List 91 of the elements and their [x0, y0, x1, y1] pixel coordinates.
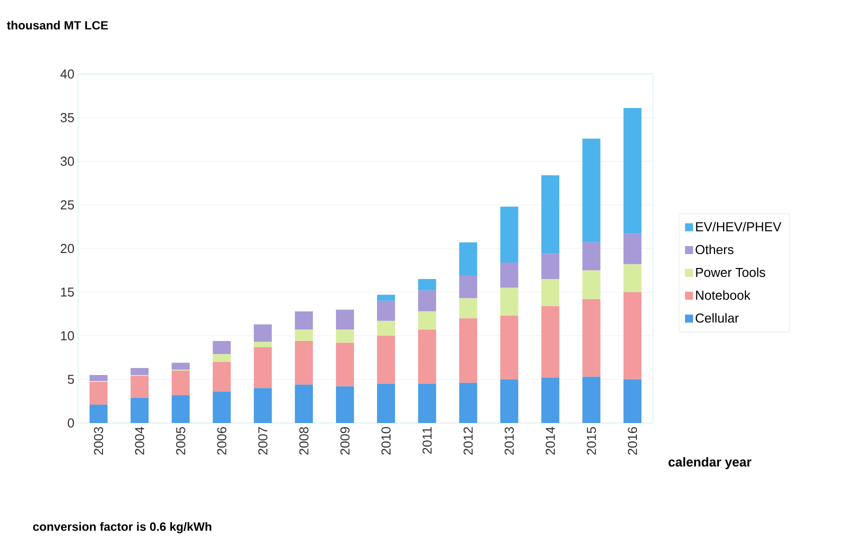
y-tick-label: 25 — [60, 200, 74, 210]
bar — [582, 242, 600, 270]
bar — [582, 299, 600, 377]
bar — [254, 342, 272, 348]
bar — [623, 234, 642, 264]
bar — [582, 138, 600, 242]
bar — [459, 318, 478, 383]
bar — [582, 376, 600, 423]
bar — [418, 279, 436, 290]
bar — [582, 270, 600, 300]
x-tick-label: 2009 — [340, 427, 350, 455]
y-tick-label: 20 — [60, 244, 74, 254]
bar — [294, 311, 313, 330]
bar — [500, 262, 518, 288]
bar — [623, 264, 642, 292]
x-tick-label: 2016 — [628, 427, 638, 455]
bar — [459, 276, 478, 298]
bar — [294, 384, 313, 423]
bar — [541, 279, 560, 306]
x-tick-label: 2003 — [94, 427, 104, 455]
bar — [336, 386, 354, 423]
bar — [377, 384, 396, 423]
bar — [336, 330, 354, 343]
bar — [90, 375, 108, 382]
bar — [130, 368, 149, 376]
bar — [377, 336, 396, 384]
bar — [623, 379, 642, 423]
x-tick-label: 2012 — [464, 427, 473, 455]
bar — [254, 347, 272, 388]
bar — [459, 382, 478, 423]
bar — [459, 242, 478, 276]
bar — [336, 310, 354, 330]
legend-label: Power Tools — [696, 267, 766, 278]
y-tick-label: 35 — [60, 113, 74, 122]
x-tick-label: 2006 — [217, 427, 226, 455]
x-tick-label: 2011 — [422, 427, 432, 454]
x-tick-label: 2014 — [546, 426, 555, 455]
y-tick-label: 15 — [61, 288, 74, 297]
legend-label: Cellular — [696, 313, 739, 323]
bar — [212, 392, 231, 423]
x-tick-label: 2008 — [299, 427, 308, 455]
legend-label: Notebook — [696, 290, 751, 300]
y-tick-label: 40 — [60, 69, 74, 79]
bar — [418, 290, 436, 312]
bar — [336, 342, 354, 386]
bar — [623, 292, 642, 380]
text: conversion factor is 0.6 kg/kWh — [33, 522, 212, 534]
x-tick-label: 2010 — [381, 427, 391, 455]
bar — [541, 175, 560, 254]
bar — [90, 404, 108, 423]
bar — [500, 206, 518, 262]
bar — [172, 362, 190, 370]
bar — [541, 378, 560, 423]
bar — [172, 395, 190, 423]
bar — [172, 370, 190, 396]
bar — [418, 330, 436, 384]
y-tick-label: 10 — [61, 331, 74, 340]
x-tick-label: 2013 — [504, 427, 514, 455]
bar — [500, 288, 518, 316]
legend-label: EV/HEV/PHEV — [696, 222, 782, 232]
bar — [130, 376, 149, 398]
bar — [541, 306, 560, 378]
x-axis-title: calendar year — [668, 457, 752, 470]
y-tick-label: 30 — [60, 156, 74, 166]
bar — [212, 354, 231, 362]
bar — [500, 379, 518, 423]
x-tick-label: 2015 — [586, 427, 596, 455]
bar — [254, 324, 272, 342]
bar — [500, 316, 518, 380]
bar — [541, 254, 560, 280]
bar — [623, 108, 642, 234]
bar — [90, 382, 108, 405]
y-tick-label: 0 — [68, 418, 74, 428]
bar — [377, 294, 396, 301]
bar — [212, 362, 231, 392]
x-tick-label: 2005 — [176, 427, 186, 455]
bar — [418, 384, 436, 423]
legend-label: Others — [696, 244, 734, 254]
bar — [459, 298, 478, 318]
bar — [212, 340, 231, 354]
bar — [294, 340, 313, 385]
y-axis-title: thousand MT LCE — [6, 20, 108, 30]
x-tick-label: 2007 — [258, 427, 268, 455]
bar — [294, 330, 313, 341]
bar — [377, 300, 396, 321]
bar — [130, 398, 149, 423]
bar — [377, 320, 396, 336]
y-tick-label: 5 — [68, 374, 74, 384]
bar — [254, 388, 272, 423]
x-tick-label: 2004 — [135, 426, 144, 455]
bar — [418, 311, 436, 330]
